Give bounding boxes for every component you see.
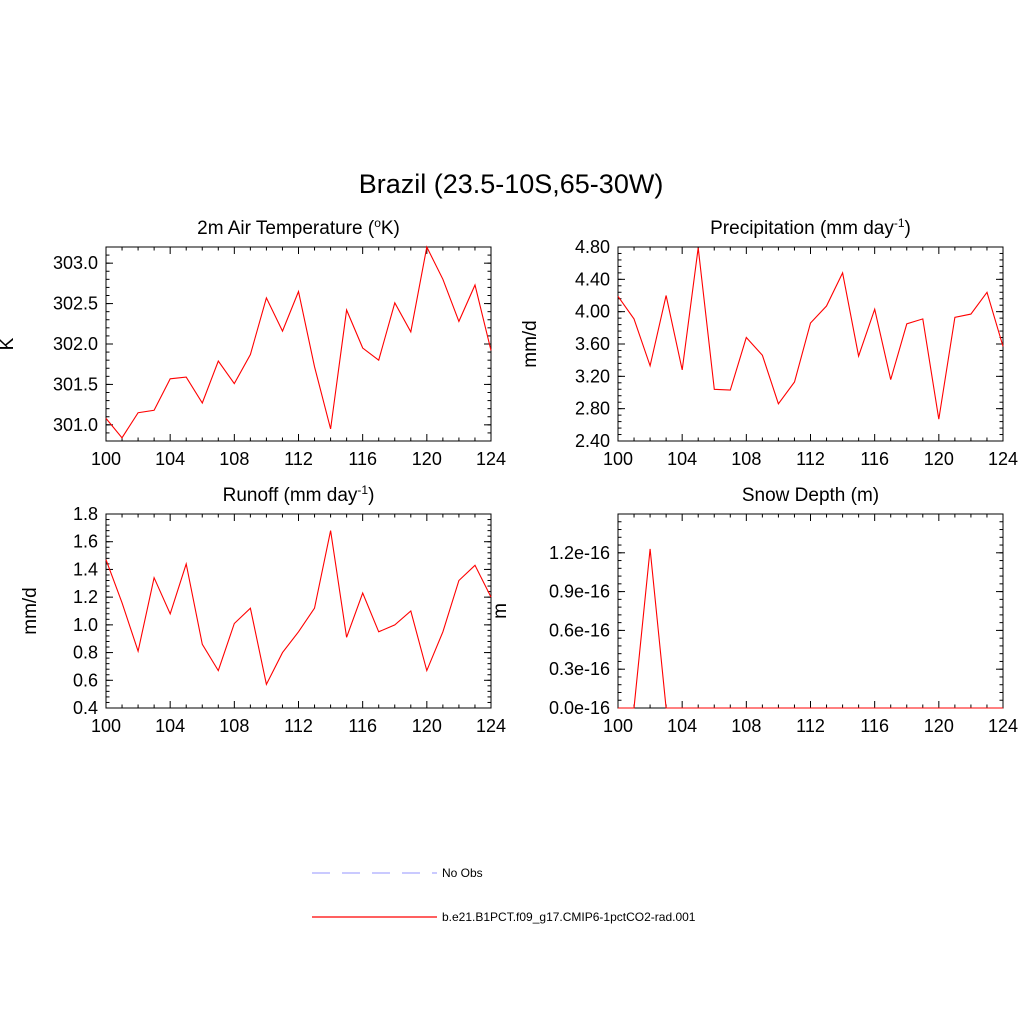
legend: No Obs b.e21.B1PCT.f09_g17.CMIP6-1pctCO2-… xyxy=(312,866,696,924)
series-line xyxy=(105,530,492,687)
x-tick-label: 120 xyxy=(924,716,954,736)
chart-panel-1: 2m Air Temperature (oK) K 100 104 108 112 116 1… xyxy=(0,216,506,469)
y-tick-label: 0.9e-16 xyxy=(549,582,610,602)
x-tick-label: 108 xyxy=(219,449,249,469)
panel-title-superscript: o xyxy=(374,216,381,230)
series-line xyxy=(105,245,492,439)
x-tick-label: 116 xyxy=(348,449,377,469)
y-tick-label: 2.80 xyxy=(575,399,610,419)
x-tick-label: 100 xyxy=(603,449,633,469)
y-tick-label: 2.40 xyxy=(575,431,610,451)
x-tick-label: 124 xyxy=(476,716,506,736)
y-tick-label: 1.0 xyxy=(73,615,98,635)
x-tick-label: 104 xyxy=(667,449,697,469)
x-tick-label: 112 xyxy=(284,449,313,469)
x-tick-label: 116 xyxy=(860,716,889,736)
y-tick-label: 3.20 xyxy=(575,366,610,386)
chart-panel-3: Runoff (mm day-1) mm/d 100 104 108 112 116 120 1… xyxy=(20,483,506,736)
y-tick-label: 1.2e-16 xyxy=(549,543,610,563)
y-tick-label: 4.00 xyxy=(575,302,610,322)
x-tick-label: 112 xyxy=(796,449,825,469)
x-tick-label: 108 xyxy=(731,716,761,736)
panel-title: Runoff (mm day-1) xyxy=(223,483,375,506)
y-tick-label: 303.0 xyxy=(53,253,98,273)
panel-title-text: 2m Air Temperature ( xyxy=(197,218,375,239)
plot-frame xyxy=(617,246,1004,442)
y-tick-label: 4.40 xyxy=(575,269,610,289)
x-tick-label: 104 xyxy=(667,716,697,736)
panel-title: 2m Air Temperature (oK) xyxy=(197,216,400,239)
panel-title-unit: ) xyxy=(905,218,911,239)
x-tick-label: 124 xyxy=(988,449,1018,469)
plot-frame xyxy=(105,513,492,709)
chart-panel-4: Snow Depth (m) m 100 104 108 112 116 120 124 0.0e… xyxy=(490,485,1018,736)
series-line xyxy=(617,247,1004,420)
panel-title: Snow Depth (m) xyxy=(742,485,879,506)
series-line xyxy=(618,548,1003,709)
x-tick-label: 104 xyxy=(155,716,185,736)
x-tick-label: 112 xyxy=(284,716,313,736)
panels: 2m Air Temperature (oK) K 100 104 108 112 116 1… xyxy=(0,216,1018,736)
plot-frame xyxy=(105,246,492,442)
plot-frame xyxy=(617,513,1004,709)
x-tick-label: 124 xyxy=(988,716,1018,736)
x-tick-label: 108 xyxy=(219,716,249,736)
x-tick-label: 112 xyxy=(796,716,825,736)
x-tick-label: 124 xyxy=(476,449,506,469)
y-tick-label: 0.3e-16 xyxy=(549,659,610,679)
y-tick-label: 1.6 xyxy=(73,532,98,552)
y-tick-label: 0.6e-16 xyxy=(549,620,610,640)
y-tick-label: 302.0 xyxy=(53,334,98,354)
chart-panel-2: Precipitation (mm day-1) mm/d 100 104 108 112… xyxy=(520,216,1018,469)
y-tick-label: 0.0e-16 xyxy=(549,698,610,718)
x-tick-label: 100 xyxy=(603,716,633,736)
x-tick-label: 104 xyxy=(155,449,185,469)
legend-label-1: No Obs xyxy=(442,866,483,880)
y-tick-label: 1.2 xyxy=(73,587,98,607)
y-axis-label: m xyxy=(490,603,511,619)
y-axis-label: mm/d xyxy=(520,320,541,368)
y-axis-label: K xyxy=(0,337,18,350)
x-tick-label: 100 xyxy=(91,716,121,736)
panel-title: Precipitation (mm day-1) xyxy=(710,216,911,239)
x-tick-label: 108 xyxy=(731,449,761,469)
y-tick-label: 302.5 xyxy=(53,294,98,314)
legend-label-2: b.e21.B1PCT.f09_g17.CMIP6-1pctCO2-rad.00… xyxy=(442,910,696,924)
y-tick-label: 4.80 xyxy=(575,237,610,257)
panel-title-superscript: -1 xyxy=(894,216,905,230)
y-tick-label: 1.4 xyxy=(73,559,98,579)
y-tick-label: 301.0 xyxy=(53,415,98,435)
panel-title-text: Runoff (mm day xyxy=(223,485,358,506)
y-axis-label: mm/d xyxy=(20,587,41,635)
y-tick-label: 0.4 xyxy=(73,698,98,718)
y-tick-label: 1.8 xyxy=(73,504,98,524)
x-tick-label: 120 xyxy=(924,449,954,469)
panel-title-text: Snow Depth (m) xyxy=(742,485,879,506)
y-tick-label: 3.60 xyxy=(575,334,610,354)
y-tick-label: 301.5 xyxy=(53,374,98,394)
x-tick-label: 100 xyxy=(91,449,121,469)
panel-title-unit: ) xyxy=(368,485,374,506)
y-tick-label: 0.8 xyxy=(73,643,98,663)
x-tick-label: 116 xyxy=(860,449,889,469)
panel-title-text: Precipitation (mm day xyxy=(710,218,894,239)
main-title: Brazil (23.5-10S,65-30W) xyxy=(359,169,664,199)
panel-title-superscript: -1 xyxy=(357,483,368,497)
y-tick-label: 0.6 xyxy=(73,670,98,690)
x-tick-label: 120 xyxy=(412,716,442,736)
x-tick-label: 120 xyxy=(412,449,442,469)
x-tick-label: 116 xyxy=(348,716,377,736)
panel-title-unit: K) xyxy=(381,218,400,239)
